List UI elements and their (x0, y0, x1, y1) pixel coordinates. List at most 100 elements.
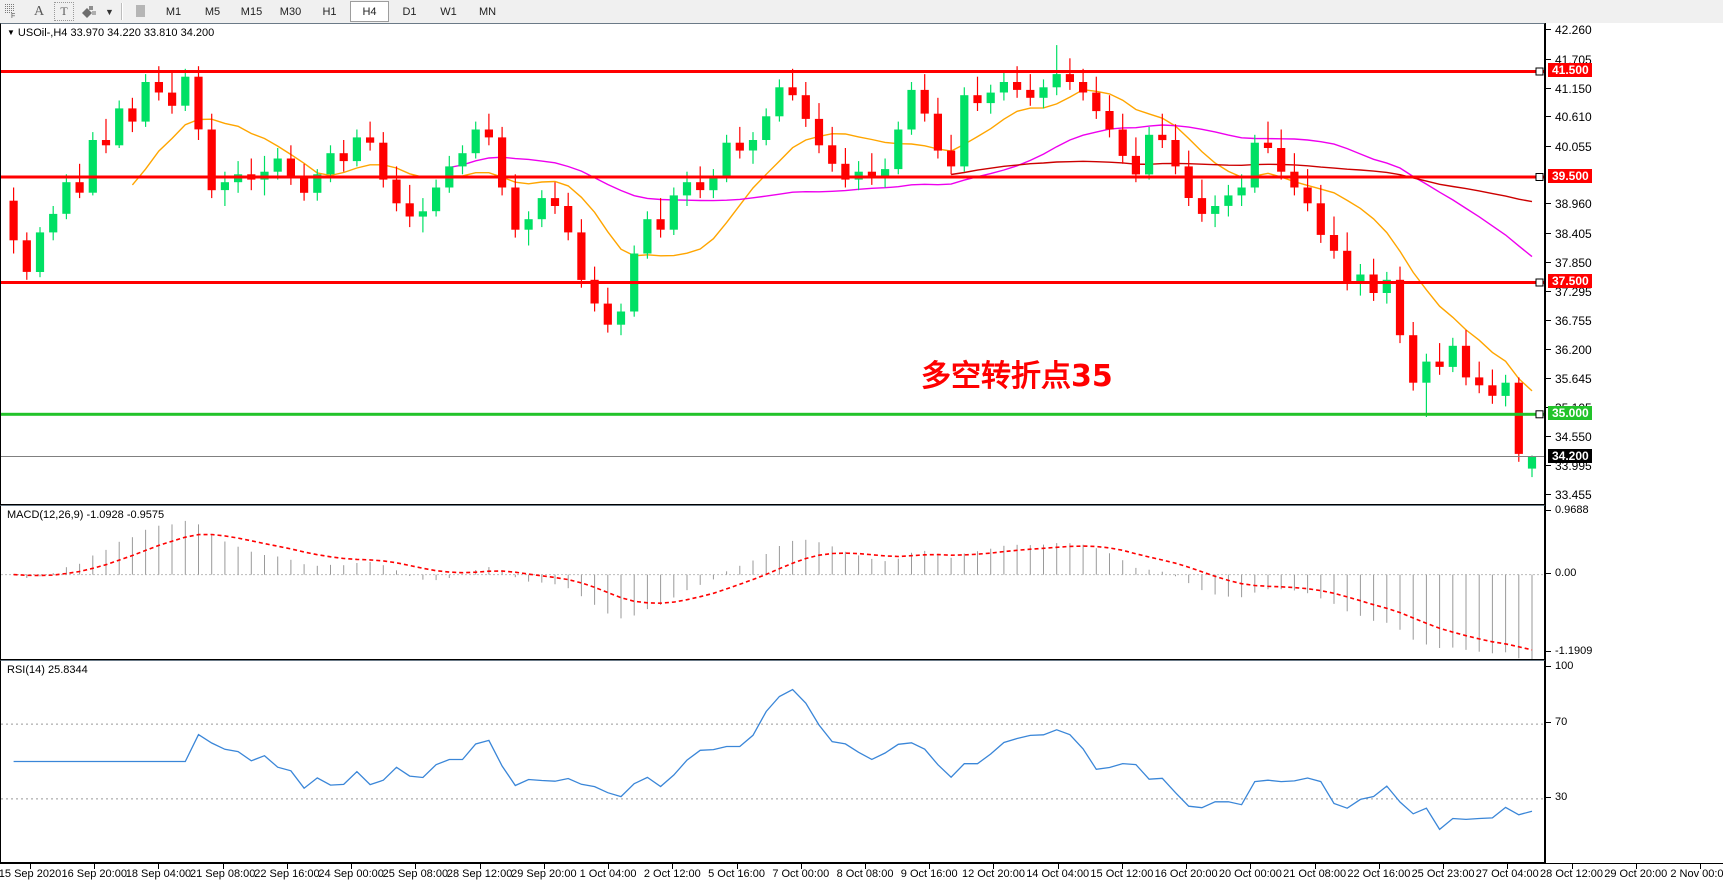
timeframe-list: M1 M5 M15 M30 H1 H4 D1 W1 MN (154, 1, 507, 22)
macd-tick: 0.9688 (1546, 504, 1723, 517)
price-tick: 37.850 (1546, 256, 1723, 270)
time-label: 15 Sep 2020 (0, 868, 62, 880)
price-badge-34-200[interactable]: 34.200 (1548, 448, 1592, 463)
time-label: 27 Oct 04:00 (1475, 868, 1539, 880)
time-label: 20 Oct 00:00 (1218, 868, 1282, 880)
time-tick (30, 864, 31, 869)
time-axis[interactable]: 15 Sep 2020 16 Sep 20:00 18 Sep 04:00 21 Se… (0, 863, 1723, 888)
timeframe-m15[interactable]: M15 (240, 5, 263, 18)
price-badge-41-500[interactable]: 41.500 (1548, 63, 1592, 78)
macd-svg (1, 520, 1544, 659)
time-label: 28 Oct 12:00 (1540, 868, 1604, 880)
time-tick (608, 864, 610, 869)
time-tick (543, 864, 545, 869)
price-axis[interactable]: 42.260 41.705 41.150 40.610 40.055 38.960 38.4… (1545, 23, 1723, 505)
time-label: 16 Sep 20:00 (61, 868, 127, 880)
time-label: 22 Sep 16:00 (254, 868, 320, 880)
price-badge-35-000[interactable]: 35.000 (1548, 406, 1592, 421)
timeframe-list-icon[interactable] (128, 1, 154, 22)
time-tick (222, 864, 224, 869)
time-label: 7 Oct 00:00 (772, 868, 830, 880)
macd-axis: 0.9688 0.00 -1.1909 (1545, 504, 1723, 660)
time-tick (672, 864, 674, 869)
rsi-axis: 100 70 30 (1545, 660, 1723, 863)
time-tick (1250, 864, 1252, 869)
time-tick (1057, 864, 1059, 869)
time-tick (1507, 864, 1509, 869)
macd-pane[interactable]: MACD(12,26,9) -1.0928 -0.9575 (0, 505, 1545, 660)
price-tick: 40.055 (1546, 140, 1723, 154)
price-tick: 40.610 (1546, 110, 1723, 124)
time-tick (1378, 864, 1380, 869)
chart-annotation: 多空转折点35 (921, 359, 1113, 394)
time-label: 14 Oct 04:00 (1026, 868, 1090, 880)
price-candles-svg: 多空转折点35 (1, 45, 1544, 478)
timeframe-h4[interactable]: H4 (350, 1, 389, 22)
time-label: 8 Oct 08:00 (836, 868, 894, 880)
time-label: 5 Oct 16:00 (708, 868, 765, 880)
time-tick (415, 864, 417, 869)
chevron-down-icon[interactable]: ▼ (105, 6, 114, 17)
time-label: 29 Oct 20:00 (1604, 868, 1668, 880)
time-tick (800, 864, 802, 869)
price-tick: 41.705 (1546, 53, 1723, 67)
time-tick (1571, 864, 1573, 869)
rsi-svg (1, 688, 1544, 831)
price-tick: 42.260 (1546, 23, 1723, 37)
time-tick (1121, 864, 1123, 869)
crosshair-grid-icon[interactable]: F (0, 1, 26, 22)
objects-shapes-icon[interactable] (76, 1, 102, 22)
text-a-icon[interactable]: A (33, 3, 45, 19)
timeframe-m30[interactable]: M30 (279, 5, 302, 18)
text-label-icon[interactable]: T (54, 2, 74, 21)
time-label: 24 Sep 00:00 (318, 868, 384, 880)
collapse-triangle-icon[interactable]: ▼ (7, 28, 15, 37)
time-label: 16 Oct 20:00 (1154, 868, 1218, 880)
rsi-tick: 100 (1546, 660, 1723, 673)
time-tick (1443, 864, 1445, 869)
time-label: 25 Sep 08:00 (382, 868, 449, 880)
time-tick (993, 864, 995, 869)
timeframe-d1[interactable]: D1 (402, 5, 417, 18)
time-label: 22 Oct 16:00 (1347, 868, 1411, 880)
time-tick (736, 864, 738, 869)
svg-text:F: F (11, 13, 15, 19)
macd-pane-label: MACD(12,26,9) -1.0928 -0.9575 (7, 509, 165, 521)
time-label: 21 Oct 08:00 (1283, 868, 1347, 880)
toolbar-divider (121, 3, 123, 20)
price-pane-label: ▼ USOil-,H4 33.970 34.220 33.810 34.200 (7, 27, 215, 39)
price-tick: 36.200 (1546, 343, 1723, 357)
timeframe-m1[interactable]: M1 (165, 5, 182, 18)
timeframe-w1[interactable]: W1 (440, 5, 457, 18)
price-tick: 37.295 (1546, 285, 1723, 299)
time-tick (1635, 864, 1637, 869)
toolbar: F A T ▼ M1 M5 M15 M30 H1 H4 D1 W1 MN (0, 0, 1723, 24)
time-label: 15 Oct 12:00 (1090, 868, 1154, 880)
time-label: 2 Oct 12:00 (643, 868, 701, 880)
price-badge-39-500[interactable]: 39.500 (1548, 168, 1592, 183)
time-tick (1700, 864, 1701, 869)
timeframe-h1[interactable]: H1 (322, 5, 337, 18)
price-tick: 34.550 (1546, 430, 1723, 444)
price-tick: 33.455 (1546, 488, 1723, 502)
timeframe-m5[interactable]: M5 (204, 5, 221, 18)
price-pane[interactable]: ▼ USOil-,H4 33.970 34.220 33.810 34.200 多… (0, 23, 1545, 505)
rsi-pane-label: RSI(14) 25.8344 (7, 664, 88, 676)
price-tick: 38.405 (1546, 227, 1723, 241)
time-tick (94, 864, 96, 869)
rsi-pane[interactable]: RSI(14) 25.8344 (0, 660, 1545, 863)
time-label: 21 Sep 08:00 (189, 868, 256, 880)
time-label: 29 Sep 20:00 (511, 868, 577, 880)
time-tick (158, 864, 160, 869)
macd-tick: -1.1909 (1546, 645, 1723, 658)
time-tick (351, 864, 353, 869)
time-tick (1314, 864, 1316, 869)
price-badge-37-500[interactable]: 37.500 (1548, 274, 1592, 289)
price-tick: 33.995 (1546, 459, 1723, 473)
time-label: 18 Sep 04:00 (125, 868, 192, 880)
time-tick (479, 864, 481, 869)
price-tick: 35.645 (1546, 372, 1723, 386)
time-label: 9 Oct 16:00 (900, 868, 958, 880)
timeframe-mn[interactable]: MN (478, 5, 497, 18)
